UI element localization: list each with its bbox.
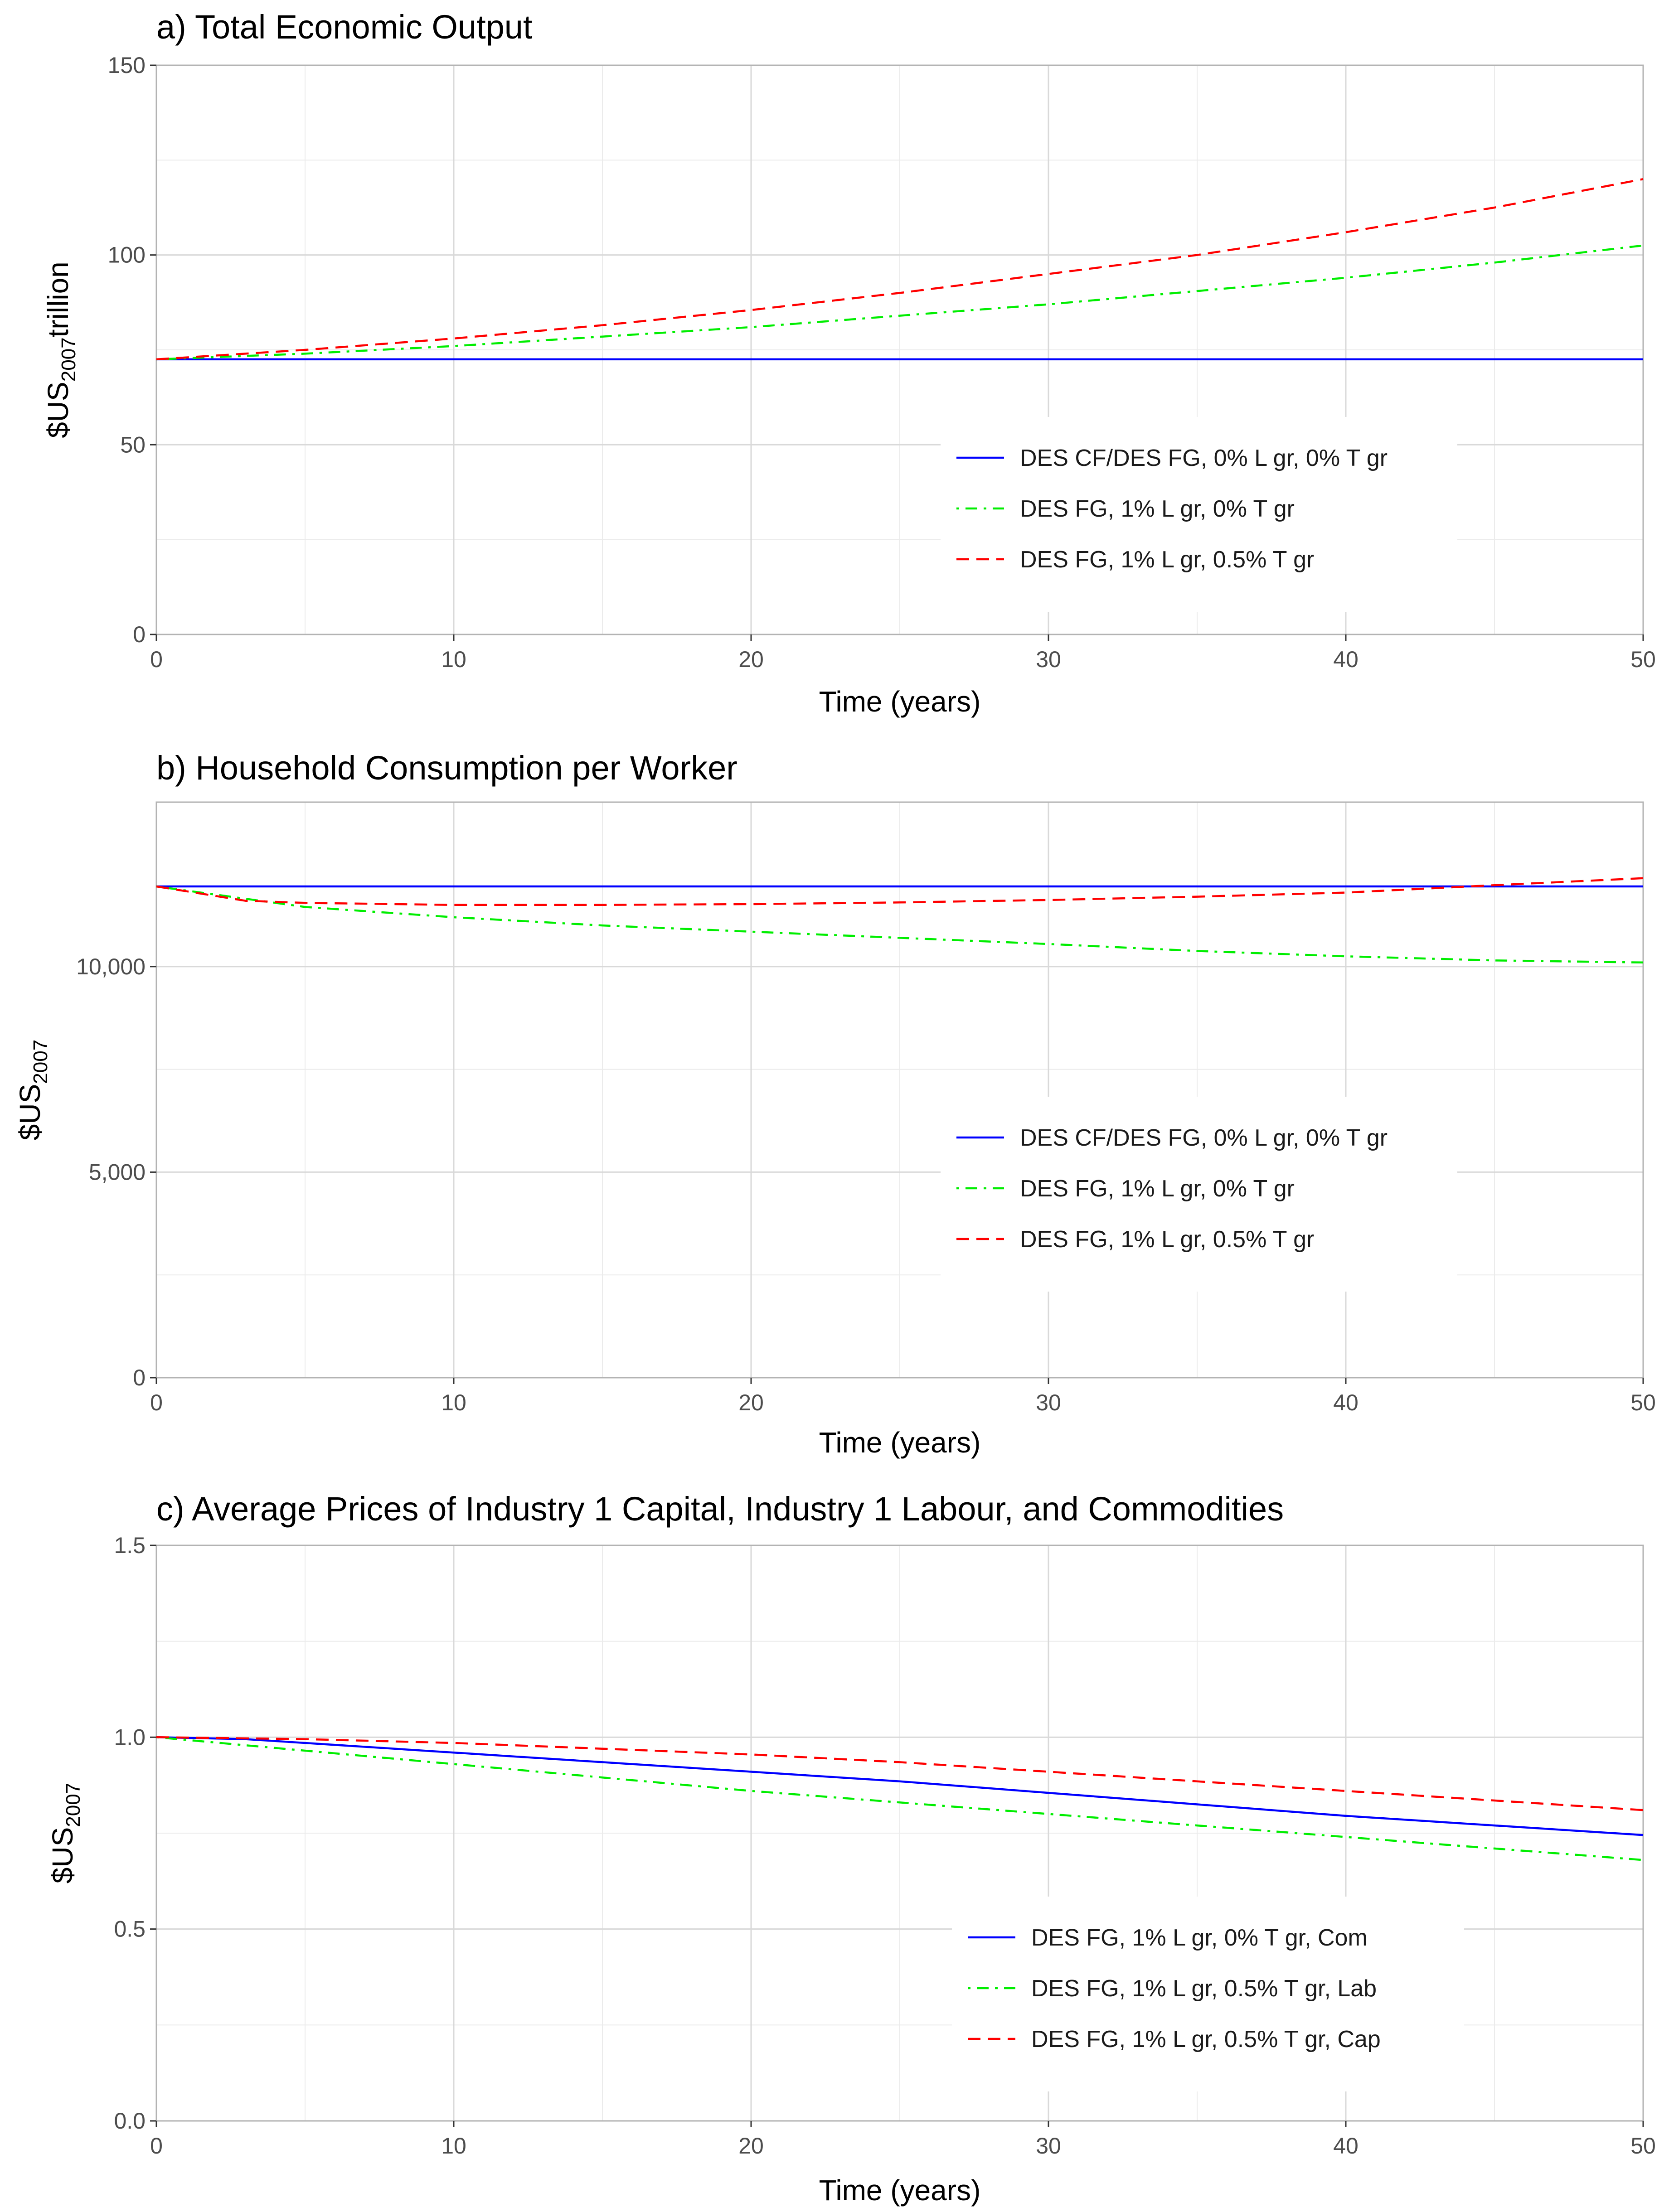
panel-c-title: c) Average Prices of Industry 1 Capital,…: [156, 1490, 1284, 1528]
series-line-1: [156, 1736, 1644, 1836]
legend-label-3: DES FG, 1% L gr, 0.5% T gr: [1020, 1226, 1314, 1253]
y-axis-title-subscript: 2007: [58, 337, 80, 382]
x-tick-label: 10: [441, 647, 466, 672]
legend-label-3: DES FG, 1% L gr, 0.5% T gr, Cap: [1031, 2026, 1381, 2052]
y-axis-title-subscript: 2007: [62, 1783, 84, 1827]
x-axis-title: Time (years): [819, 685, 981, 718]
series-line-3: [156, 1736, 1644, 1811]
y-tick-label: 0: [133, 622, 146, 647]
x-tick-label: 50: [1630, 1390, 1656, 1415]
legend-label-2: DES FG, 1% L gr, 0% T gr: [1020, 496, 1295, 522]
y-axis-title-prefix: $US: [14, 1084, 46, 1141]
legend-label-1: DES FG, 1% L gr, 0% T gr, Com: [1031, 1925, 1368, 1951]
panel-b: b) Household Consumption per Worker 0 10 20…: [14, 749, 1656, 1459]
x-tick-label: 40: [1333, 2133, 1358, 2159]
legend-background: [941, 1097, 1457, 1292]
series-line-3: [156, 877, 1644, 906]
y-axis-title: $US2007: [14, 1040, 52, 1140]
x-tick-label: 30: [1036, 2133, 1061, 2159]
panel-a: a) Total Economic Output 0 10 20 30 40 50 0 50 10…: [42, 8, 1656, 718]
x-tick-label: 20: [738, 1390, 764, 1415]
legend: DES CF/DES FG, 0% L gr, 0% T gr DES FG, 1…: [941, 1097, 1457, 1292]
x-axis-title: Time (years): [819, 1426, 981, 1459]
plot-frame: [155, 801, 1644, 1379]
x-tick-label: 20: [738, 2133, 764, 2159]
x-tick-label: 0: [150, 647, 163, 672]
y-tick-label: 5,000: [89, 1159, 146, 1185]
legend-label-1: DES CF/DES FG, 0% L gr, 0% T gr: [1020, 445, 1388, 471]
x-tick-label: 30: [1036, 1390, 1061, 1415]
y-tick-label: 1.5: [114, 1533, 146, 1558]
x-tick-label: 50: [1630, 2133, 1656, 2159]
y-tick-label: 0.0: [114, 2108, 146, 2134]
series-line-2: [156, 1736, 1644, 1861]
x-tick-label: 0: [150, 1390, 163, 1415]
x-tick-label: 40: [1333, 647, 1358, 672]
panel-b-title: b) Household Consumption per Worker: [156, 749, 737, 787]
x-tick-label: 10: [441, 2133, 466, 2159]
x-tick-label: 10: [441, 1390, 466, 1415]
y-axis-title: $US2007trillion: [42, 261, 80, 438]
legend-label-2: DES FG, 1% L gr, 0% T gr: [1020, 1176, 1295, 1202]
legend: DES CF/DES FG, 0% L gr, 0% T gr DES FG, 1…: [941, 417, 1457, 612]
y-tick-label: 150: [108, 53, 146, 78]
series-line-3: [156, 178, 1644, 361]
x-tick-label: 0: [150, 2133, 163, 2159]
legend-background: [941, 417, 1457, 612]
x-tick-label: 20: [738, 647, 764, 672]
plot-frame: [155, 64, 1644, 635]
y-axis-title-prefix: $US: [46, 1827, 79, 1884]
x-axis-title: Time (years): [819, 2174, 981, 2207]
panel-a-title: a) Total Economic Output: [156, 8, 533, 46]
legend-background: [952, 1897, 1464, 2091]
legend-label-2: DES FG, 1% L gr, 0.5% T gr, Lab: [1031, 1975, 1377, 2002]
y-tick-label: 100: [108, 242, 146, 268]
series-line-2: [156, 244, 1644, 361]
y-tick-label: 0.5: [114, 1917, 146, 1942]
legend: DES FG, 1% L gr, 0% T gr, Com DES FG, 1% …: [952, 1897, 1464, 2091]
y-tick-label: 10,000: [76, 954, 146, 979]
y-axis-title-suffix: trillion: [42, 261, 74, 337]
series-line-2: [156, 885, 1644, 964]
x-tick-label: 30: [1036, 647, 1061, 672]
y-tick-label: 1.0: [114, 1724, 146, 1750]
y-tick-label: 0: [133, 1365, 146, 1390]
plot-frame: [155, 1544, 1644, 2122]
x-tick-label: 50: [1630, 647, 1656, 672]
y-axis-title-prefix: $US: [42, 382, 74, 438]
y-tick-label: 50: [120, 432, 146, 457]
y-axis-title-subscript: 2007: [29, 1040, 52, 1084]
panel-c: c) Average Prices of Industry 1 Capital,…: [46, 1490, 1656, 2207]
legend-label-1: DES CF/DES FG, 0% L gr, 0% T gr: [1020, 1125, 1388, 1151]
y-axis-title: $US2007: [46, 1783, 84, 1883]
x-tick-label: 40: [1333, 1390, 1358, 1415]
legend-label-3: DES FG, 1% L gr, 0.5% T gr: [1020, 547, 1314, 573]
